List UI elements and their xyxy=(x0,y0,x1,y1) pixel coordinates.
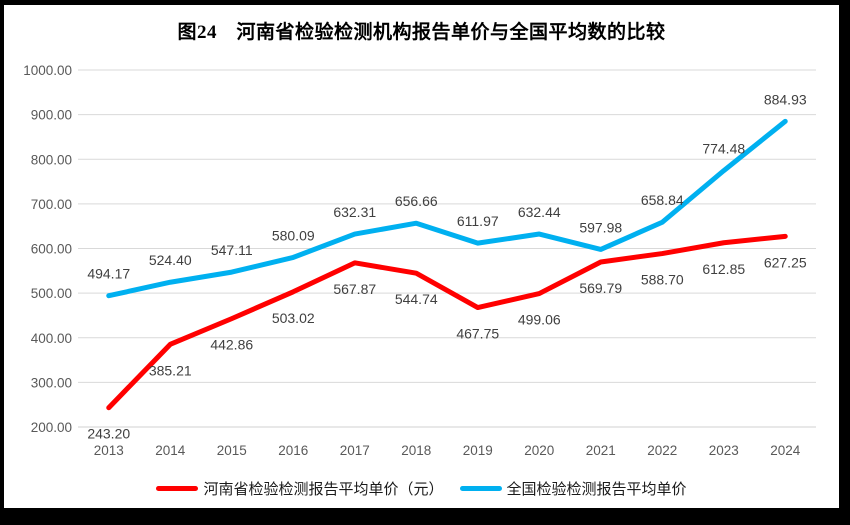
x-axis-tick-label: 2015 xyxy=(217,443,247,458)
legend-item-henan: 河南省检验检测报告平均单价（元） xyxy=(156,478,444,499)
data-label: 494.17 xyxy=(87,266,130,282)
y-axis-tick-label: 700.00 xyxy=(31,197,72,212)
y-axis-tick-label: 900.00 xyxy=(31,108,72,123)
x-axis-tick-label: 2020 xyxy=(524,443,554,458)
y-axis-tick-label: 300.00 xyxy=(31,375,72,390)
data-label: 547.11 xyxy=(211,242,253,258)
data-label: 503.02 xyxy=(272,310,315,326)
series-line-national xyxy=(106,118,788,299)
y-axis-tick-label: 600.00 xyxy=(31,242,72,257)
data-label: 524.40 xyxy=(149,252,192,268)
y-axis-tick-label: 800.00 xyxy=(31,152,72,167)
x-axis-tick-label: 2016 xyxy=(278,443,308,458)
legend: 河南省检验检测报告平均单价（元） 全国检验检测报告平均单价 xyxy=(4,478,839,499)
data-label: 627.25 xyxy=(764,254,807,270)
data-label: 467.75 xyxy=(456,326,499,342)
x-axis-tick-label: 2018 xyxy=(401,443,431,458)
legend-line-marker-red xyxy=(156,486,199,491)
y-axis-tick-label: 1000.00 xyxy=(23,63,72,78)
legend-label-henan: 河南省检验检测报告平均单价（元） xyxy=(203,481,444,498)
data-label: 588.70 xyxy=(641,272,684,288)
data-label: 569.79 xyxy=(579,280,622,296)
data-label: 580.09 xyxy=(272,227,315,243)
x-axis-tick-label: 2023 xyxy=(709,443,739,458)
data-label: 632.31 xyxy=(333,204,376,220)
data-label: 632.44 xyxy=(518,204,561,220)
x-axis-tick-label: 2022 xyxy=(647,443,677,458)
data-label: 774.48 xyxy=(702,141,745,157)
y-axis-tick-label: 400.00 xyxy=(31,331,72,346)
legend-label-national: 全国检验检测报告平均单价 xyxy=(506,481,687,498)
data-label: 611.97 xyxy=(457,213,499,229)
y-axis-tick-label: 200.00 xyxy=(31,420,72,435)
x-axis-tick-label: 2013 xyxy=(94,443,124,458)
x-axis-tick-label: 2024 xyxy=(770,443,801,458)
x-axis-tick-label: 2021 xyxy=(586,443,616,458)
chart-title: 图24 河南省检验检测机构报告单价与全国平均数的比较 xyxy=(177,22,666,43)
data-label: 597.98 xyxy=(579,219,622,235)
data-label: 442.86 xyxy=(210,337,253,353)
data-label: 567.87 xyxy=(333,281,376,297)
data-label: 499.06 xyxy=(518,312,561,328)
x-axis-tick-label: 2014 xyxy=(155,443,186,458)
legend-line-marker-blue xyxy=(459,486,502,491)
data-label: 385.21 xyxy=(149,362,192,378)
y-axis-tick-label: 500.00 xyxy=(31,286,72,301)
data-label: 243.20 xyxy=(87,426,130,442)
data-label: 656.66 xyxy=(395,193,438,209)
x-axis-tick-label: 2017 xyxy=(340,443,370,458)
data-label: 884.93 xyxy=(764,91,807,107)
data-label: 544.74 xyxy=(395,291,438,307)
line-chart-plot-area: 200.00 300.00 400.00 500.00 600.00 700.00 800.… xyxy=(23,63,816,458)
data-label: 658.84 xyxy=(641,192,684,208)
series-line-henan xyxy=(106,233,788,411)
x-axis-tick-label: 2019 xyxy=(463,443,493,458)
data-label: 612.85 xyxy=(702,261,745,277)
legend-item-national: 全国检验检测报告平均单价 xyxy=(459,478,687,499)
